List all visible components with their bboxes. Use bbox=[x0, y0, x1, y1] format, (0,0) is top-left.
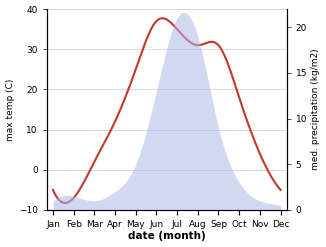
Y-axis label: max temp (C): max temp (C) bbox=[6, 78, 15, 141]
X-axis label: date (month): date (month) bbox=[128, 231, 206, 242]
Y-axis label: med. precipitation (kg/m2): med. precipitation (kg/m2) bbox=[311, 49, 320, 170]
